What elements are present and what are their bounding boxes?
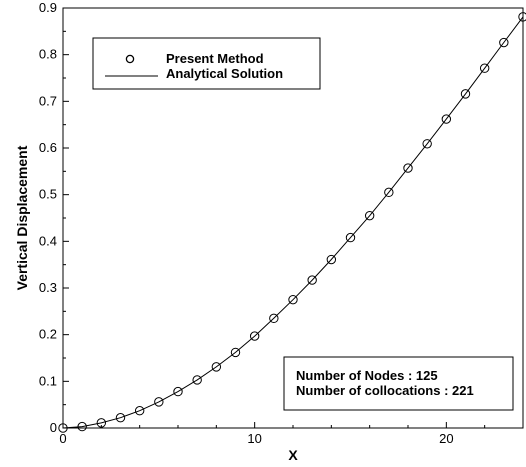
annotation-box xyxy=(283,356,514,411)
y-tick-label: 0.6 xyxy=(39,140,57,155)
analytical-solution-line xyxy=(62,16,524,429)
present-method-point xyxy=(460,89,471,99)
present-method-markers xyxy=(58,12,526,433)
y-tick-label: 0.7 xyxy=(39,93,57,108)
present-method-point xyxy=(288,294,298,305)
x-tick-label: 0 xyxy=(59,431,66,446)
present-method-point xyxy=(384,187,394,198)
present-method-point xyxy=(115,413,126,423)
y-axis-title: Vertical Displacement xyxy=(14,145,30,290)
x-tick-label: 20 xyxy=(439,431,453,446)
present-method-point xyxy=(77,421,87,432)
present-method-point xyxy=(441,114,452,124)
present-method-point xyxy=(422,139,432,149)
present-method-point xyxy=(364,210,375,221)
mesh-info-annotation: Number of Nodes : 125 Number of collocat… xyxy=(283,356,514,411)
y-tick-label: 0.9 xyxy=(39,0,57,15)
present-method-point xyxy=(96,418,107,428)
y-tick-label: 0.4 xyxy=(39,233,57,248)
y-tick-label: 0.1 xyxy=(39,373,57,388)
present-method-point xyxy=(134,406,145,416)
y-tick-label: 0.2 xyxy=(39,327,57,342)
legend: Present Method Analytical Solution xyxy=(92,37,321,90)
y-tick-label: 0.3 xyxy=(39,280,57,295)
legend-label-present-method: Present Method xyxy=(166,51,264,66)
present-method-point xyxy=(307,275,317,285)
y-tick-label: 0.8 xyxy=(39,47,57,62)
present-method-point xyxy=(58,423,68,433)
present-method-point xyxy=(211,362,222,372)
present-method-point xyxy=(518,12,526,22)
x-axis-title: X xyxy=(288,447,298,463)
x-axis-ticks: 0 10 20 xyxy=(59,422,524,446)
legend-label-analytical-solution: Analytical Solution xyxy=(166,66,283,81)
present-method-point xyxy=(269,313,279,324)
present-method-point xyxy=(499,37,509,48)
annotation-nodes: Number of Nodes : 125 xyxy=(296,368,438,383)
present-method-point xyxy=(249,331,260,341)
y-tick-label: 0.5 xyxy=(39,187,57,202)
y-tick-label: 0 xyxy=(50,420,57,435)
x-tick-label: 10 xyxy=(247,431,261,446)
legend-box xyxy=(92,37,321,90)
present-method-point xyxy=(403,163,413,173)
present-method-point xyxy=(154,397,164,407)
present-method-point xyxy=(173,386,183,397)
annotation-collocations: Number of collocations : 221 xyxy=(296,383,474,398)
present-method-point xyxy=(479,63,490,73)
present-method-point xyxy=(192,375,202,385)
present-method-point xyxy=(326,254,337,265)
y-axis-ticks: 0 0.1 0.2 0.3 0.4 0.5 0.6 0.7 0.8 0.9 xyxy=(39,0,69,435)
present-method-point xyxy=(345,232,356,243)
present-method-point xyxy=(230,347,241,358)
legend-circle-marker-icon xyxy=(125,54,135,64)
